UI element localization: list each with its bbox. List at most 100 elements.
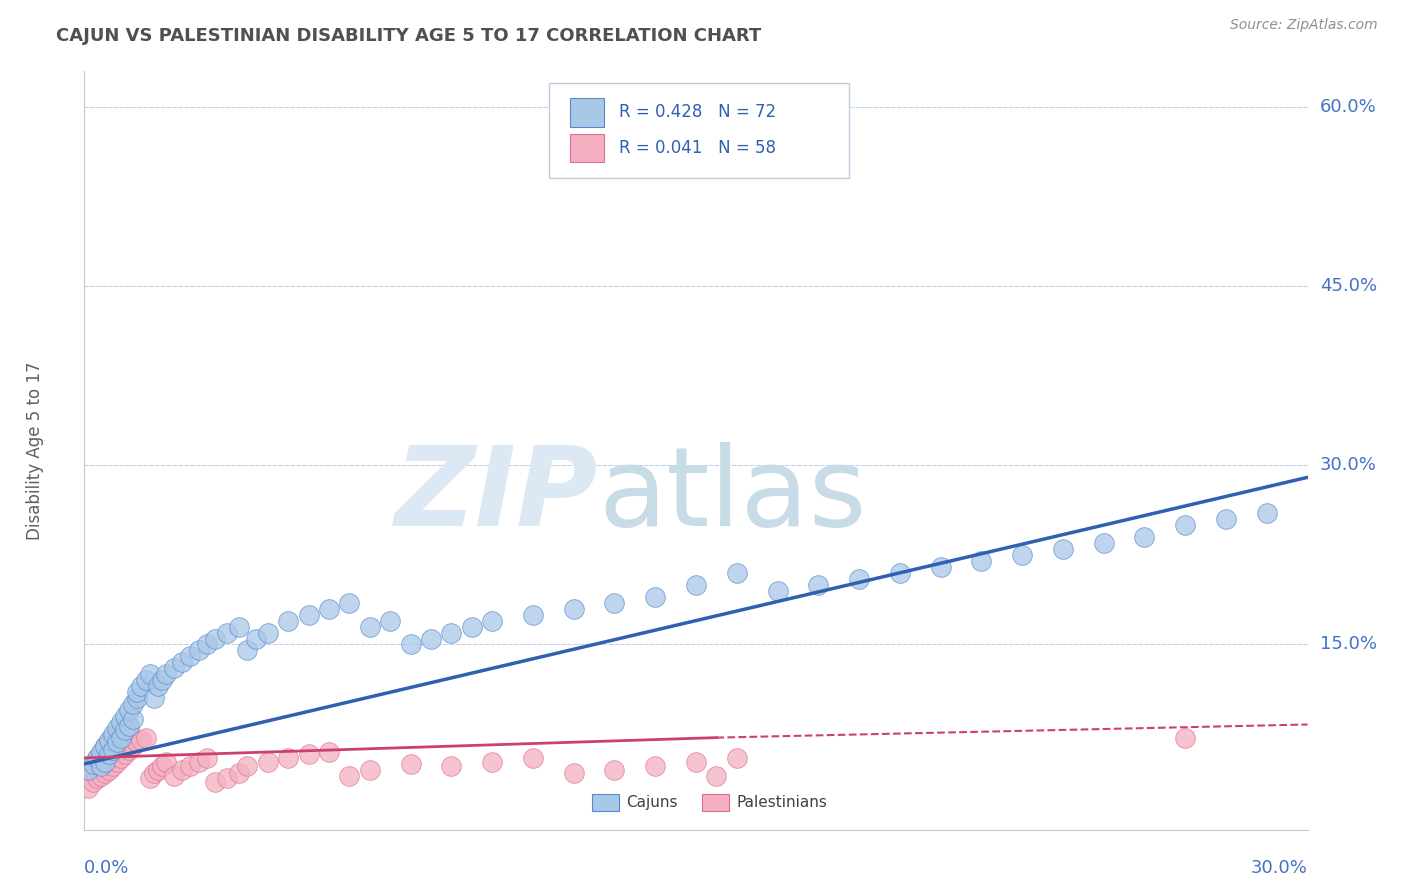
- Text: 30.0%: 30.0%: [1251, 859, 1308, 878]
- Point: [101, 759, 124, 773]
- Point: [77, 763, 100, 777]
- Text: Palestinians: Palestinians: [737, 795, 827, 810]
- Point: [93, 745, 115, 759]
- Point: [82, 756, 104, 771]
- Point: [644, 759, 666, 773]
- Point: [146, 763, 169, 777]
- Text: CAJUN VS PALESTINIAN DISABILITY AGE 5 TO 17 CORRELATION CHART: CAJUN VS PALESTINIAN DISABILITY AGE 5 TO…: [56, 27, 762, 45]
- FancyBboxPatch shape: [702, 794, 728, 811]
- Point: [118, 742, 141, 756]
- Point: [522, 751, 544, 765]
- Point: [138, 667, 160, 681]
- Point: [155, 667, 177, 681]
- Point: [110, 751, 132, 765]
- Text: 60.0%: 60.0%: [1320, 98, 1376, 116]
- Text: atlas: atlas: [598, 442, 866, 549]
- Point: [562, 601, 585, 615]
- Point: [101, 727, 124, 741]
- Point: [101, 731, 124, 745]
- Point: [848, 572, 870, 586]
- Point: [93, 739, 115, 753]
- Point: [142, 766, 165, 780]
- Point: [1092, 536, 1115, 550]
- Point: [766, 583, 789, 598]
- Text: 45.0%: 45.0%: [1320, 277, 1376, 295]
- FancyBboxPatch shape: [569, 98, 605, 127]
- Point: [138, 771, 160, 785]
- Text: ZIP: ZIP: [395, 442, 598, 549]
- Point: [118, 719, 141, 733]
- Point: [399, 638, 422, 652]
- Point: [562, 766, 585, 780]
- Point: [1215, 512, 1237, 526]
- Text: Disability Age 5 to 17: Disability Age 5 to 17: [27, 361, 45, 540]
- Point: [195, 751, 218, 765]
- Point: [187, 755, 209, 769]
- Point: [127, 735, 149, 749]
- Point: [318, 601, 340, 615]
- Point: [101, 742, 124, 756]
- Point: [1133, 530, 1156, 544]
- Point: [105, 755, 128, 769]
- Point: [245, 632, 267, 646]
- Point: [179, 759, 201, 773]
- Point: [339, 769, 361, 783]
- Point: [93, 755, 115, 769]
- Point: [122, 697, 145, 711]
- Point: [522, 607, 544, 622]
- Point: [114, 747, 136, 762]
- Point: [142, 691, 165, 706]
- Point: [172, 656, 194, 670]
- Point: [204, 774, 226, 789]
- Text: 30.0%: 30.0%: [1320, 457, 1376, 475]
- Point: [380, 614, 402, 628]
- Point: [77, 780, 100, 795]
- Point: [135, 673, 157, 688]
- Point: [90, 747, 112, 762]
- Point: [693, 136, 716, 150]
- Point: [105, 735, 128, 749]
- Point: [970, 554, 993, 568]
- Point: [217, 771, 239, 785]
- Text: 0.0%: 0.0%: [84, 859, 129, 878]
- Point: [90, 745, 112, 759]
- Point: [86, 751, 108, 765]
- Point: [1256, 506, 1278, 520]
- Point: [298, 747, 321, 762]
- Point: [155, 755, 177, 769]
- Point: [82, 756, 104, 771]
- Point: [122, 712, 145, 726]
- Point: [685, 578, 707, 592]
- Point: [217, 625, 239, 640]
- Point: [135, 731, 157, 745]
- Point: [481, 614, 503, 628]
- Point: [257, 755, 280, 769]
- Point: [399, 756, 422, 771]
- Point: [461, 619, 484, 633]
- Point: [339, 596, 361, 610]
- Point: [179, 649, 201, 664]
- Point: [1174, 731, 1197, 745]
- Point: [114, 709, 136, 723]
- Point: [82, 774, 104, 789]
- Point: [131, 679, 153, 693]
- Point: [603, 763, 626, 777]
- Point: [481, 755, 503, 769]
- Point: [440, 625, 463, 640]
- Point: [1011, 548, 1033, 562]
- Point: [889, 566, 911, 580]
- Point: [146, 679, 169, 693]
- Point: [97, 733, 120, 747]
- Point: [122, 739, 145, 753]
- Text: 15.0%: 15.0%: [1320, 635, 1376, 654]
- Point: [93, 739, 115, 753]
- Text: Cajuns: Cajuns: [626, 795, 678, 810]
- Point: [277, 751, 299, 765]
- Point: [257, 625, 280, 640]
- Point: [172, 763, 194, 777]
- Point: [150, 759, 173, 773]
- Point: [359, 619, 381, 633]
- Point: [127, 691, 149, 706]
- Point: [277, 614, 299, 628]
- Point: [236, 759, 259, 773]
